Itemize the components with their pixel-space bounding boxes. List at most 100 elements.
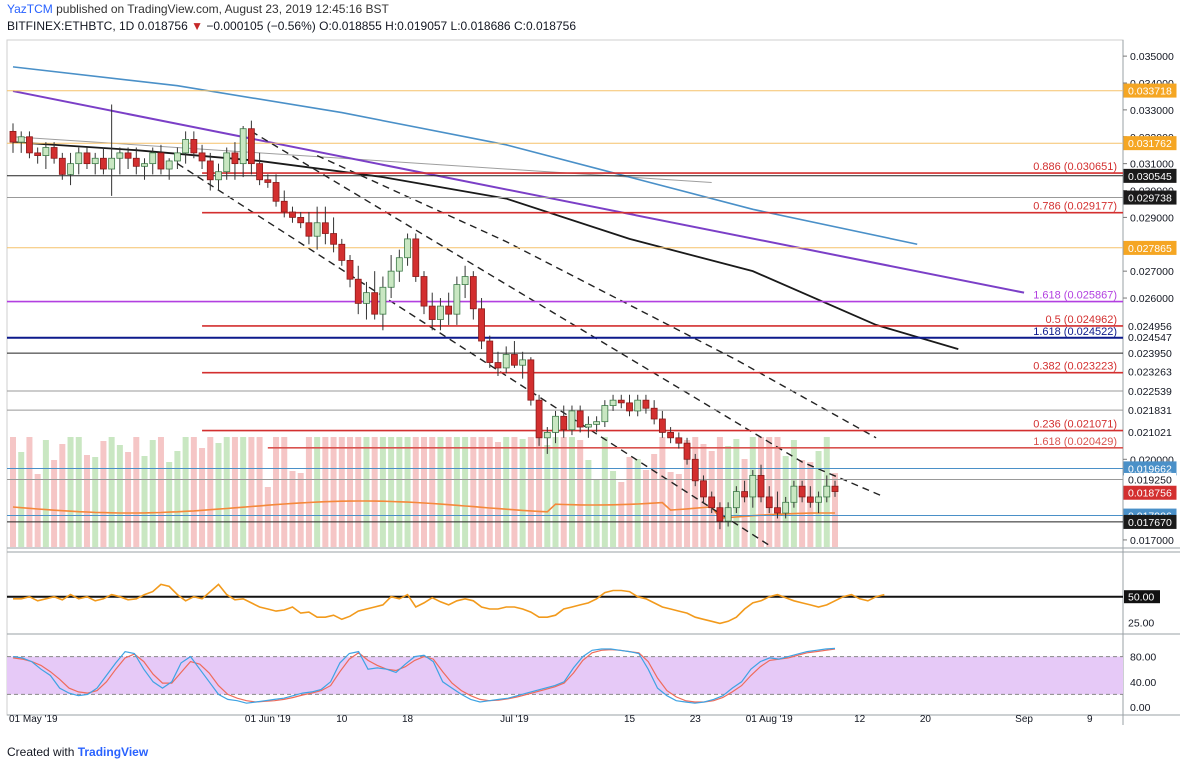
volume-bar xyxy=(519,439,526,547)
time-axis[interactable]: 01 May '19 01 Jun '19 10 18 Jul '19 15 23 01 Au… xyxy=(9,714,1093,725)
candle-body xyxy=(190,139,198,154)
candle-body xyxy=(461,276,469,285)
price-label: 0.027865 xyxy=(1128,243,1172,255)
price-label: 0.018756 xyxy=(1128,488,1172,500)
volume-bar xyxy=(388,437,395,547)
volume-bar xyxy=(67,437,74,547)
volume-bar xyxy=(133,437,140,547)
publish-text: published on TradingView.com, August 23,… xyxy=(56,2,389,16)
volume-bar xyxy=(26,437,33,547)
volume-bar xyxy=(560,437,567,547)
volume-bar xyxy=(75,437,82,547)
volume-bar xyxy=(486,437,493,547)
volume-bar xyxy=(741,459,748,547)
volume-bars xyxy=(10,437,838,547)
volume-bar xyxy=(281,437,288,547)
fib-level-label: 0.236 (0.021071) xyxy=(1033,419,1117,431)
volume-bar xyxy=(412,437,419,547)
volume-bar xyxy=(577,440,584,547)
candle-body xyxy=(428,305,436,320)
candle-body xyxy=(675,437,683,444)
volume-bar xyxy=(634,459,641,547)
candle-body xyxy=(617,399,625,404)
candle-body xyxy=(395,257,403,272)
price-label-box xyxy=(1124,425,1176,439)
price-label: 0.019662 xyxy=(1128,463,1172,475)
rsi-tick-label: 50.00 xyxy=(1128,592,1154,604)
time-tick-label: 10 xyxy=(336,714,348,725)
chart-frame xyxy=(6,39,1180,725)
price-label: 0.031762 xyxy=(1128,138,1172,150)
candle-body xyxy=(91,157,99,165)
volume-bar xyxy=(215,443,222,547)
gray-trendline xyxy=(12,136,712,183)
price-label: 0.021831 xyxy=(1128,405,1172,417)
author-link[interactable]: YazTCM xyxy=(7,2,53,16)
candle-body xyxy=(289,211,296,218)
stoch-panel: 80.00 40.00 0.00 xyxy=(7,647,1156,714)
purple-trendline xyxy=(12,90,1025,294)
volume-bar xyxy=(453,437,460,547)
price-label: 0.021021 xyxy=(1128,427,1172,439)
down-arrow-icon: ▼ xyxy=(191,19,203,33)
volume-bar xyxy=(256,437,263,547)
candle-body xyxy=(173,152,181,162)
candle-body xyxy=(182,139,190,154)
candle-body xyxy=(387,270,395,288)
time-tick-label: 01 Aug '19 xyxy=(746,714,793,725)
price-tick-label: 0.026000 xyxy=(1130,293,1174,305)
trend-lines xyxy=(12,66,1025,546)
candle-body xyxy=(741,491,748,498)
candle-body xyxy=(585,423,592,428)
candle-body xyxy=(634,399,642,412)
volume-bar xyxy=(199,448,206,547)
volume-bar xyxy=(659,437,666,547)
volume-bar xyxy=(355,437,362,547)
time-tick-label: Sep xyxy=(1015,714,1033,725)
candle-body xyxy=(774,507,781,514)
time-tick-label: 12 xyxy=(854,714,866,725)
candle-body xyxy=(642,399,650,409)
last-price: 0.018756 xyxy=(137,19,188,33)
volume-bar xyxy=(527,437,534,547)
price-label-box xyxy=(1124,365,1176,379)
candle-body xyxy=(17,136,25,143)
candle-body xyxy=(658,418,666,433)
time-tick-label: 01 May '19 xyxy=(9,714,58,725)
price-axis[interactable]: 0.0350000.0340000.0330000.0320000.031000… xyxy=(1123,51,1177,547)
volume-bar xyxy=(264,487,271,547)
symbol-info: BITFINEX:ETHBTC, 1D 0.018756 ▼ −0.000105… xyxy=(7,19,576,33)
time-tick-label: Jul '19 xyxy=(500,714,529,725)
stoch-tick-label: 80.00 xyxy=(1130,652,1156,664)
volume-bar xyxy=(51,460,58,547)
price-label: 0.017670 xyxy=(1128,517,1172,529)
candle-body xyxy=(363,292,370,304)
plot-border xyxy=(6,39,1124,716)
volume-bar xyxy=(626,457,633,547)
price-label: 0.030545 xyxy=(1128,171,1172,183)
symbol-label: BITFINEX:ETHBTC, 1D xyxy=(7,19,135,33)
candle-body xyxy=(798,485,806,498)
candle-body xyxy=(708,496,716,509)
volume-bar xyxy=(494,442,501,547)
candle-body xyxy=(58,157,66,175)
tradingview-logo[interactable]: TradingView xyxy=(77,745,149,759)
candle-body xyxy=(815,496,822,503)
fib-level-label: 0.5 (0.024962) xyxy=(1045,314,1117,326)
price-label-box xyxy=(1124,472,1176,486)
volume-bar xyxy=(470,437,477,547)
price-label: 0.019250 xyxy=(1128,474,1172,486)
candle-body xyxy=(782,501,790,514)
candle-body xyxy=(338,243,346,261)
price-label-box xyxy=(1124,346,1176,360)
stoch-tick-label: 0.00 xyxy=(1130,702,1151,714)
volume-bar xyxy=(478,437,485,547)
price-tick-label: 0.017000 xyxy=(1130,535,1174,547)
fib-level-label: 0.886 (0.030651) xyxy=(1033,161,1117,173)
candle-body xyxy=(724,507,732,522)
candle-body xyxy=(552,415,559,433)
price-label: 0.029738 xyxy=(1128,193,1172,205)
volume-bar xyxy=(149,440,156,547)
candle-body xyxy=(700,480,707,498)
